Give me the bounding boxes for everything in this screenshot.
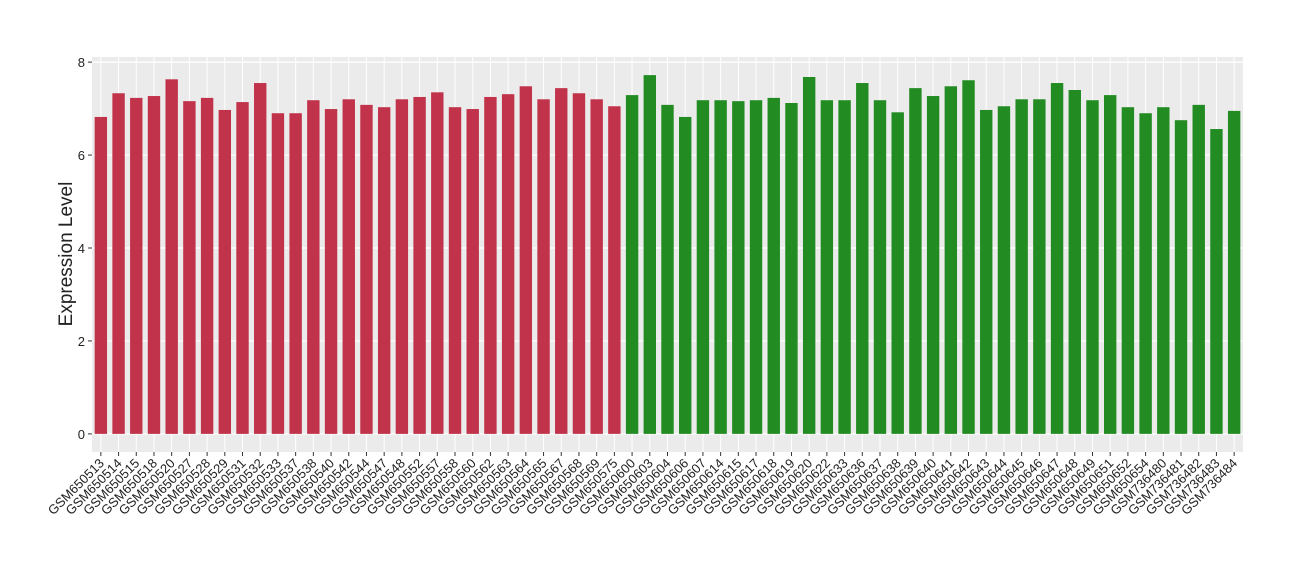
y-tick-label: 2 <box>78 334 85 349</box>
bar <box>1068 89 1081 434</box>
bar <box>218 109 232 434</box>
bar <box>608 106 621 434</box>
bar <box>643 75 656 434</box>
bar <box>360 104 373 434</box>
bar <box>1157 107 1170 434</box>
bar <box>625 95 639 434</box>
bar <box>94 116 108 434</box>
bar <box>661 104 674 434</box>
bar <box>679 116 692 434</box>
bar <box>1033 99 1046 434</box>
bar <box>254 83 267 434</box>
bar <box>732 101 745 434</box>
bar <box>147 96 161 434</box>
bar <box>413 96 426 434</box>
bar <box>112 93 125 434</box>
bar <box>856 83 869 434</box>
bar <box>1050 83 1064 434</box>
bar <box>519 86 533 434</box>
bar <box>873 100 887 434</box>
bar <box>802 76 816 434</box>
y-tick-label: 6 <box>78 148 85 163</box>
bar <box>555 88 568 434</box>
bar <box>1015 99 1028 434</box>
bar <box>1227 110 1241 434</box>
bar <box>1174 120 1188 434</box>
bar <box>749 100 763 434</box>
bar <box>767 97 780 434</box>
bar <box>572 93 586 434</box>
bar <box>696 100 710 434</box>
bar <box>714 100 727 434</box>
bar <box>1192 104 1205 434</box>
bar <box>838 100 851 434</box>
bar <box>395 99 409 434</box>
bar <box>289 113 302 434</box>
bar <box>1103 95 1117 434</box>
bar <box>1210 129 1223 434</box>
bar <box>466 109 479 434</box>
bar <box>891 112 904 434</box>
y-tick-label: 4 <box>78 241 85 256</box>
bar <box>307 100 320 434</box>
y-tick-label: 8 <box>78 55 85 70</box>
y-tick-label: 0 <box>78 427 85 442</box>
bar <box>377 107 391 434</box>
bar <box>537 99 550 434</box>
bar <box>909 88 922 434</box>
bar <box>926 96 940 434</box>
bar <box>980 109 993 434</box>
bar <box>785 103 798 434</box>
bar <box>130 97 143 434</box>
bar <box>431 92 444 434</box>
bar <box>997 106 1011 434</box>
bar <box>165 79 178 434</box>
bar <box>183 101 196 434</box>
bar <box>342 99 355 434</box>
bar <box>324 109 338 434</box>
bar <box>1121 107 1135 434</box>
bar <box>1139 113 1152 434</box>
bar <box>590 99 603 434</box>
bar <box>962 80 975 434</box>
bar <box>820 100 834 434</box>
bar <box>236 102 249 434</box>
bar <box>271 113 285 434</box>
bar <box>501 94 515 434</box>
y-axis-label: Expression Level <box>56 182 77 327</box>
bar <box>448 107 462 434</box>
bar <box>200 97 214 434</box>
bar <box>944 86 958 434</box>
bar <box>484 96 497 434</box>
bar <box>1086 100 1099 434</box>
